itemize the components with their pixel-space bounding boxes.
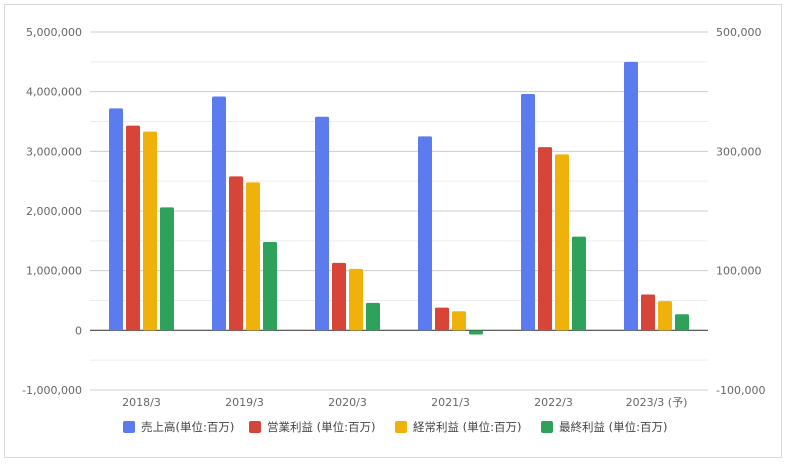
bar: [126, 125, 140, 331]
bar: [143, 131, 157, 331]
bar: [229, 176, 243, 331]
legend-label: 営業利益 (単位:百万): [267, 420, 376, 434]
left-tick-label: 4,000,000: [26, 86, 82, 99]
x-tick-label: 2019/3: [225, 396, 264, 409]
left-tick-label: -1,000,000: [22, 384, 82, 397]
bar: [109, 108, 123, 331]
bar: [246, 182, 260, 331]
bar: [572, 236, 586, 331]
left-tick-label: 1,000,000: [26, 265, 82, 278]
legend-swatch: [249, 421, 261, 433]
bar: [212, 96, 226, 331]
bar: [658, 301, 672, 331]
left-tick-label: 0: [75, 324, 82, 337]
bar: [349, 268, 363, 331]
x-tick-label: 2022/3: [534, 396, 573, 409]
bar: [435, 307, 449, 331]
bar: [675, 314, 689, 331]
gridlines: [90, 31, 708, 391]
x-tick-label: 2020/3: [328, 396, 367, 409]
right-tick-label: -100,000: [716, 384, 765, 397]
left-tick-label: 2,000,000: [26, 205, 82, 218]
left-tick-label: 5,000,000: [26, 26, 82, 39]
bar: [538, 147, 552, 331]
bar: [332, 262, 346, 331]
x-axis-labels: 2018/3 2019/3 2020/3 2021/3 2022/3 2023/3 (予): [122, 396, 687, 409]
right-axis-ticks: 500,000 300,000 100,000 -100,000: [716, 26, 765, 397]
legend: 売上高(単位:百万) 営業利益 (単位:百万) 経常利益 (単位:百万) 最終利益 (…: [123, 420, 668, 434]
right-tick-label: 300,000: [716, 145, 762, 158]
legend-swatch: [395, 421, 407, 433]
bar: [315, 116, 329, 331]
x-tick-label: 2021/3: [431, 396, 470, 409]
bar: [418, 136, 432, 331]
legend-swatch: [123, 421, 135, 433]
legend-label: 経常利益 (単位:百万): [413, 420, 522, 434]
x-tick-label: 2018/3: [122, 396, 161, 409]
legend-label: 最終利益 (単位:百万): [559, 420, 668, 434]
bar: [641, 294, 655, 331]
bar: [521, 94, 535, 331]
bar: [452, 311, 466, 331]
x-tick-label: 2023/3 (予): [626, 396, 688, 409]
legend-swatch: [541, 421, 553, 433]
bar: [555, 154, 569, 331]
bar: [263, 242, 277, 331]
legend-label: 売上高(単位:百万): [141, 420, 234, 434]
bar: [469, 330, 483, 335]
left-axis-ticks: 5,000,000 4,000,000 3,000,000 2,000,000 1,00…: [22, 26, 82, 397]
bar: [366, 302, 380, 331]
right-tick-label: 100,000: [716, 265, 762, 278]
bars: [109, 61, 689, 335]
bar: [624, 61, 638, 331]
bar: [160, 207, 174, 331]
right-tick-label: 500,000: [716, 26, 762, 39]
left-tick-label: 3,000,000: [26, 145, 82, 158]
